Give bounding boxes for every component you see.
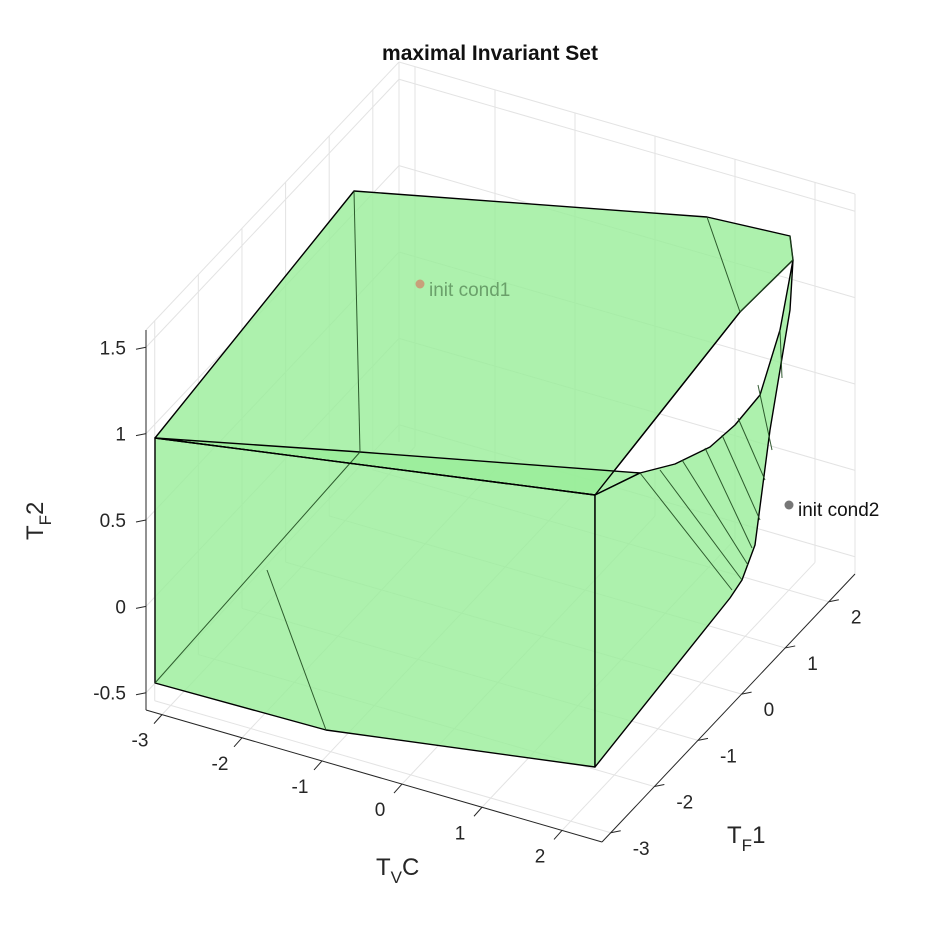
x-tick bbox=[313, 760, 323, 771]
grid-line bbox=[145, 61, 400, 331]
x-axis-line bbox=[145, 709, 603, 843]
x-tick bbox=[393, 783, 403, 794]
edge-line bbox=[681, 459, 749, 566]
y-tick bbox=[697, 737, 709, 741]
x-axis-label: TVC bbox=[376, 854, 419, 887]
z-tick bbox=[135, 605, 147, 609]
y-tick-label: 2 bbox=[851, 608, 862, 629]
front-left-face bbox=[154, 437, 596, 768]
edge-line bbox=[739, 259, 794, 313]
x-tick-label: -1 bbox=[292, 777, 309, 798]
y-tick bbox=[828, 599, 839, 603]
x-tick-label: -2 bbox=[212, 754, 229, 775]
y-tick bbox=[785, 645, 796, 649]
front-top-edge bbox=[154, 311, 741, 496]
chart-title: maximal Invariant Set bbox=[382, 42, 598, 65]
y-tick-label: -3 bbox=[633, 839, 650, 860]
init-cond2-point bbox=[784, 500, 794, 510]
initial-conditions: init cond1 init cond2 bbox=[415, 279, 879, 521]
edge-line bbox=[353, 190, 361, 453]
x-tick-label: 2 bbox=[535, 846, 546, 867]
z-tick bbox=[135, 433, 147, 437]
edge-line bbox=[704, 447, 753, 549]
grid-line bbox=[154, 700, 611, 834]
x-tick-label: 0 bbox=[375, 800, 386, 821]
z-tick-label: 1 bbox=[115, 425, 126, 446]
y-tick bbox=[741, 691, 752, 695]
axes: -3 -2 -1 0 1 2 -3 -2 -1 0 1 2 -0.5 0 0.5 1 1.5 bbox=[93, 330, 861, 867]
y-tick-label: -1 bbox=[720, 746, 737, 767]
edge-line bbox=[757, 384, 773, 451]
z-tick-label: 1.5 bbox=[100, 338, 126, 359]
edge-line bbox=[266, 569, 327, 731]
z-tick-label: 0 bbox=[115, 597, 126, 618]
z-axis-label: TF2 bbox=[22, 502, 55, 540]
y-tick-label: -2 bbox=[676, 793, 693, 814]
edge-line bbox=[154, 451, 361, 684]
y-tick-label: 0 bbox=[764, 700, 775, 721]
x-tick bbox=[553, 830, 563, 840]
x-tick bbox=[233, 737, 243, 748]
z-tick bbox=[135, 519, 147, 523]
y-axis-label: TF1 bbox=[727, 822, 765, 855]
init-cond1-label: init cond1 bbox=[429, 280, 510, 301]
edge-line bbox=[706, 216, 741, 313]
grid-line bbox=[561, 562, 816, 831]
grid-line bbox=[398, 61, 856, 195]
z-tick bbox=[135, 692, 147, 696]
y-tick bbox=[654, 784, 665, 788]
x-tick bbox=[153, 714, 163, 724]
y-axis-line bbox=[601, 573, 856, 843]
edge-line bbox=[789, 235, 794, 261]
edge-line bbox=[721, 434, 761, 521]
init-cond1-point bbox=[415, 279, 425, 289]
init-cond2-label: init cond2 bbox=[798, 500, 879, 521]
x-tick-label: 1 bbox=[455, 823, 466, 844]
edge-line bbox=[659, 469, 743, 581]
edge-line bbox=[737, 417, 766, 481]
edge-line bbox=[779, 329, 783, 379]
grid-line bbox=[398, 78, 856, 212]
y-tick bbox=[610, 830, 621, 834]
x-tick-label: -3 bbox=[132, 731, 149, 752]
z-tick-label: -0.5 bbox=[93, 684, 126, 705]
z-tick bbox=[135, 346, 147, 350]
z-tick-label: 0.5 bbox=[100, 511, 126, 532]
grid-line bbox=[145, 78, 400, 348]
y-tick-label: 1 bbox=[807, 654, 818, 675]
invariant-set-polytope bbox=[154, 190, 794, 768]
edge-line bbox=[639, 472, 733, 591]
x-tick bbox=[473, 806, 483, 817]
